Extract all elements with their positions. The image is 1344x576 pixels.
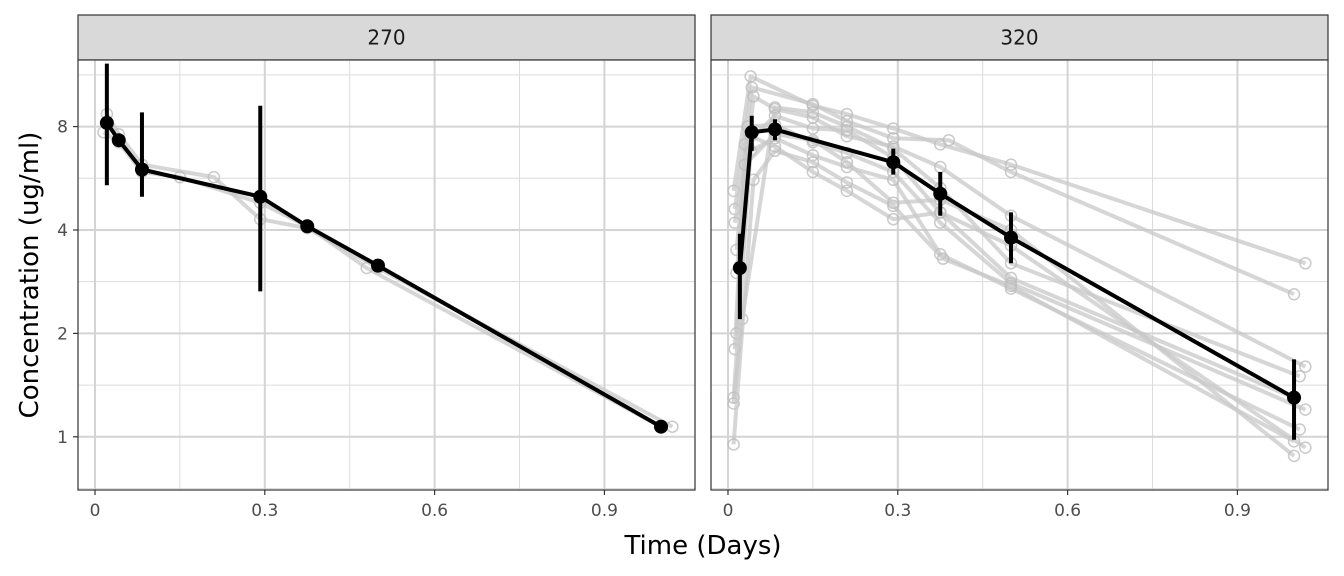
x-tick-label: 0.6	[421, 501, 448, 521]
individual-point	[887, 196, 900, 210]
individual-point	[840, 176, 854, 189]
panel-320: 320 0 0.3 0.6 0.9	[710, 14, 1329, 521]
individual-point	[887, 122, 900, 135]
individual-profile-line	[731, 74, 1307, 266]
individual-point	[806, 122, 820, 135]
panel-background	[711, 60, 1328, 490]
individual-point	[1299, 360, 1312, 373]
individual-point	[806, 165, 820, 179]
mean-point	[744, 125, 759, 140]
individual-point	[1299, 441, 1312, 454]
mean-point	[933, 186, 948, 201]
facet-strip-label: 320	[1000, 26, 1038, 50]
individual-point	[1004, 165, 1018, 179]
individual-profile-line	[731, 148, 1295, 445]
individual-point	[887, 212, 900, 226]
individual-point	[1299, 403, 1312, 416]
x-tick-label: 0.3	[884, 501, 911, 521]
mean-point	[253, 189, 268, 204]
individual-point	[806, 97, 820, 111]
individual-point	[1004, 279, 1018, 293]
individual-point	[840, 184, 854, 198]
mean-point	[886, 155, 901, 170]
individual-profile-line	[732, 85, 1295, 297]
mean-point	[99, 115, 114, 130]
x-axis-title: Time (Days)	[623, 531, 781, 561]
x-tick-label: 0	[723, 501, 734, 521]
mean-point	[654, 419, 669, 434]
y-tick-label: 4	[57, 221, 68, 241]
mean-point	[371, 258, 386, 273]
individual-point	[942, 133, 955, 147]
mean-point	[134, 162, 149, 177]
individual-point	[936, 252, 950, 265]
individual-point	[840, 155, 854, 169]
individual-point	[840, 124, 854, 137]
individual-point	[727, 397, 740, 410]
x-tick-label: 0.6	[1054, 501, 1081, 521]
facet-strip	[710, 14, 1329, 61]
y-tick-label: 1	[57, 428, 68, 448]
individual-point	[1287, 287, 1301, 301]
facet-strip-label: 270	[367, 26, 405, 50]
panel-background	[78, 60, 695, 490]
individual-point	[806, 155, 820, 169]
individual-point	[768, 101, 782, 114]
y-axis-title: Concentration (ug/ml)	[15, 132, 45, 419]
individual-profile-line	[731, 105, 1301, 404]
individual-point	[768, 140, 782, 153]
individual-profile-line	[734, 132, 1296, 458]
panel-270: 270 0 0.3 0.6 0.9 1 2 4 8	[57, 14, 696, 521]
individual-point	[745, 81, 759, 94]
mean-point	[1004, 230, 1019, 245]
individual-point	[806, 106, 820, 119]
x-tick-label: 0.3	[251, 501, 278, 521]
mean-point	[300, 219, 315, 234]
individual-point	[727, 391, 740, 404]
individual-profile-line	[732, 134, 1307, 450]
individual-point	[1299, 257, 1312, 270]
individual-point	[1287, 449, 1301, 463]
individual-point	[747, 90, 760, 103]
individual-point	[727, 438, 740, 451]
mean-point	[111, 133, 126, 148]
panel-border	[77, 59, 696, 491]
mean-point	[1287, 390, 1302, 405]
x-tick-label: 0	[90, 501, 101, 521]
individual-point	[207, 170, 221, 184]
mean-point	[767, 122, 782, 137]
panel-border	[710, 59, 1329, 491]
x-tick-label: 0.9	[591, 501, 618, 521]
facet-strip	[77, 14, 696, 61]
mean-point	[732, 261, 747, 276]
x-tick-label: 0.9	[1224, 501, 1251, 521]
panels-layer: 270 0 0.3 0.6 0.9 1 2 4 8 320 0 0.3 0.6 0.9	[57, 14, 1329, 521]
y-tick-label: 2	[57, 324, 68, 344]
individual-profile-line	[734, 122, 1307, 412]
y-tick-label: 8	[57, 118, 68, 138]
